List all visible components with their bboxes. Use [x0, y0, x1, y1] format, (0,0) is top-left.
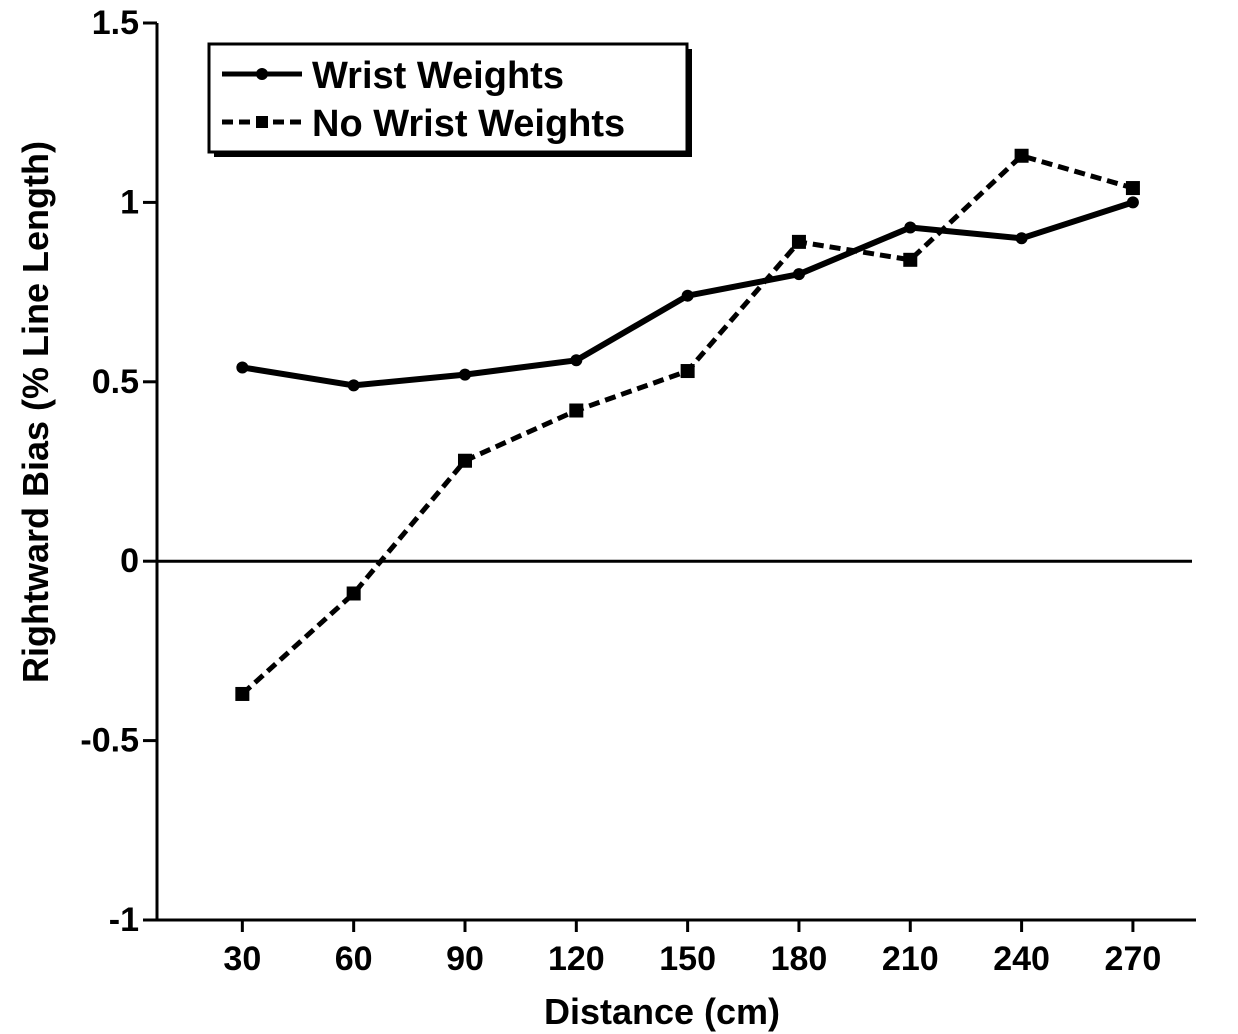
data-point-wrist-weights: [792, 268, 805, 281]
series-layer: [235, 148, 1140, 701]
legend-box: [207, 42, 689, 154]
y-tick-label: 1: [120, 183, 139, 221]
y-tick-label: 0: [120, 542, 139, 580]
x-tick-label: 60: [335, 940, 373, 978]
data-point-no-wrist-weights: [1125, 181, 1140, 196]
data-point-wrist-weights: [347, 379, 360, 392]
legend-label-wrist-weights: Wrist Weights: [312, 55, 564, 97]
legend-label-no-wrist-weights: No Wrist Weights: [312, 103, 625, 145]
ticks: -1 -0.5 0 0.5 1 1.5 30 60 90 120 150 180 210 240 270: [80, 4, 1161, 978]
y-axis-label: Rightward Bias (% Line Length): [15, 141, 56, 683]
legend: Wrist Weights No Wrist Weights: [207, 42, 692, 157]
data-point-wrist-weights: [1015, 232, 1028, 245]
x-tick-label: 270: [1105, 940, 1162, 978]
data-point-wrist-weights: [681, 289, 694, 302]
data-point-wrist-weights: [236, 361, 249, 374]
data-point-wrist-weights: [904, 221, 917, 234]
data-point-wrist-weights: [458, 368, 471, 381]
data-point-no-wrist-weights: [1014, 148, 1029, 163]
data-point-wrist-weights: [1126, 196, 1139, 209]
y-tick-label: -0.5: [80, 722, 139, 760]
x-tick-label: 120: [548, 940, 605, 978]
legend-marker-wrist-weights: [256, 68, 268, 80]
axes: [155, 23, 1196, 922]
y-tick-label: -1: [109, 901, 139, 939]
data-point-no-wrist-weights: [569, 403, 584, 418]
x-tick-label: 240: [993, 940, 1050, 978]
x-axis-label: Distance (cm): [544, 991, 780, 1032]
data-point-no-wrist-weights: [457, 453, 472, 468]
data-point-no-wrist-weights: [903, 252, 918, 267]
x-tick-label: 150: [659, 940, 716, 978]
data-point-wrist-weights: [570, 354, 583, 367]
x-tick-label: 90: [446, 940, 484, 978]
data-point-no-wrist-weights: [680, 364, 695, 379]
y-tick-label: 1.5: [92, 4, 139, 42]
x-tick-label: 30: [223, 940, 261, 978]
data-point-no-wrist-weights: [791, 234, 806, 249]
data-point-no-wrist-weights: [235, 686, 250, 701]
data-point-no-wrist-weights: [346, 586, 361, 601]
x-tick-label: 210: [882, 940, 939, 978]
legend-marker-no-wrist-weights: [256, 116, 268, 128]
x-tick-label: 180: [771, 940, 828, 978]
y-tick-label: 0.5: [92, 363, 139, 401]
